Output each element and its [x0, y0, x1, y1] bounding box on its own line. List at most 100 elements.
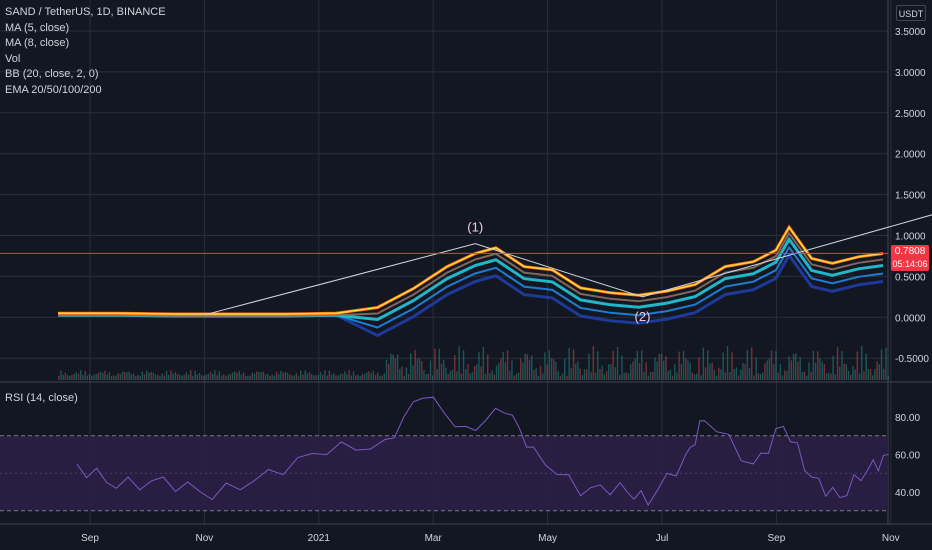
volume-bar — [854, 369, 856, 380]
y-tick-label: 2.0000 — [895, 150, 926, 161]
volume-bar — [196, 374, 199, 380]
volume-bar — [476, 364, 478, 380]
volume-bar — [542, 373, 544, 380]
volume-bar — [511, 360, 513, 380]
volume-bar — [348, 370, 350, 380]
volume-bar — [216, 375, 218, 380]
volume-bar — [625, 372, 628, 380]
volume-bar — [201, 375, 203, 380]
volume-bar — [405, 367, 408, 380]
x-tick-label: Nov — [882, 533, 900, 544]
volume-bar — [850, 374, 852, 380]
volume-indicator[interactable]: Vol — [5, 52, 21, 65]
volume-bar — [168, 374, 170, 380]
volume-bar — [313, 375, 315, 380]
volume-bar — [636, 351, 639, 380]
ema-indicator[interactable]: EMA 20/50/100/200 — [5, 83, 102, 96]
volume-bar — [282, 372, 284, 380]
volume-bar — [253, 373, 256, 380]
rsi-tick-label: 60.00 — [895, 451, 920, 462]
volume-bar — [333, 373, 335, 380]
volume-bar — [245, 375, 247, 380]
volume-bar — [685, 358, 687, 380]
volume-bar — [713, 369, 716, 380]
y-tick-label: 0.0000 — [895, 313, 926, 324]
volume-bar — [779, 363, 782, 380]
volume-bar — [722, 352, 724, 380]
volume-bar — [689, 362, 691, 380]
rsi-indicator-label[interactable]: RSI (14, close) — [5, 392, 78, 404]
volume-bar — [242, 372, 245, 380]
volume-bars — [58, 346, 889, 380]
volume-bar — [458, 346, 460, 380]
volume-bar — [696, 373, 698, 380]
volume-bar — [205, 374, 207, 380]
volume-bar — [240, 374, 243, 380]
volume-bar — [630, 364, 632, 380]
volume-bar — [425, 374, 427, 380]
volume-bar — [267, 373, 269, 380]
volume-bar — [709, 363, 711, 380]
x-tick-label: Sep — [768, 533, 786, 544]
volume-bar — [861, 346, 863, 380]
volume-bar — [623, 373, 625, 380]
volume-bar — [707, 350, 709, 380]
volume-bar — [102, 372, 104, 380]
volume-bar — [590, 371, 592, 380]
volume-bar — [817, 351, 819, 380]
volume-bar — [575, 363, 577, 380]
volume-bar — [394, 358, 397, 380]
volume-bar — [124, 372, 126, 380]
volume-bar — [251, 372, 254, 380]
volume-bar — [377, 372, 379, 380]
x-tick-label: May — [538, 533, 557, 544]
volume-bar — [359, 375, 361, 380]
bollinger-indicator[interactable]: BB (20, close, 2, 0) — [5, 68, 99, 80]
volume-bar — [231, 372, 234, 380]
price-series — [58, 224, 884, 338]
volume-bar — [291, 375, 293, 380]
volume-bar — [146, 370, 148, 380]
volume-bar — [698, 357, 700, 380]
volume-bar — [150, 371, 152, 380]
volume-bar — [154, 374, 157, 380]
volume-bar — [643, 371, 645, 380]
volume-bar — [654, 357, 656, 380]
volume-bar — [423, 370, 425, 380]
volume-bar — [546, 364, 548, 380]
volume-bar — [223, 374, 225, 380]
volume-bar — [572, 349, 575, 380]
volume-bar — [97, 372, 100, 380]
volume-bar — [691, 372, 694, 380]
volume-bar — [372, 370, 375, 380]
volume-bar — [751, 347, 753, 380]
volume-bar — [130, 374, 133, 380]
rsi-axis: 80.00 60.00 40.00 — [895, 413, 920, 499]
volume-bar — [69, 375, 71, 380]
volume-bar — [795, 353, 797, 380]
volume-bar — [236, 372, 238, 380]
volume-bar — [370, 373, 372, 380]
volume-bar — [407, 373, 410, 380]
volume-bar — [663, 360, 665, 380]
volume-bar — [766, 360, 768, 380]
volume-bar — [260, 372, 262, 380]
volume-bar — [454, 355, 456, 380]
volume-bar — [823, 363, 826, 380]
volume-bar — [619, 374, 621, 380]
currency-badge[interactable]: USDT — [896, 5, 926, 21]
ma8-indicator[interactable]: MA (8, close) — [5, 37, 70, 49]
ma5-indicator[interactable]: MA (5, close) — [5, 21, 70, 34]
volume-bar — [539, 365, 542, 380]
volume-bar — [660, 353, 663, 380]
volume-bar — [852, 366, 854, 380]
volume-bar — [91, 375, 93, 380]
symbol-title[interactable]: SAND / TetherUS, 1D, BINANCE — [5, 6, 166, 18]
volume-bar — [839, 366, 841, 380]
volume-bar — [874, 369, 876, 380]
volume-bar — [304, 370, 306, 380]
volume-bar — [810, 371, 812, 380]
volume-bar — [729, 372, 731, 380]
volume-bar — [440, 363, 443, 380]
